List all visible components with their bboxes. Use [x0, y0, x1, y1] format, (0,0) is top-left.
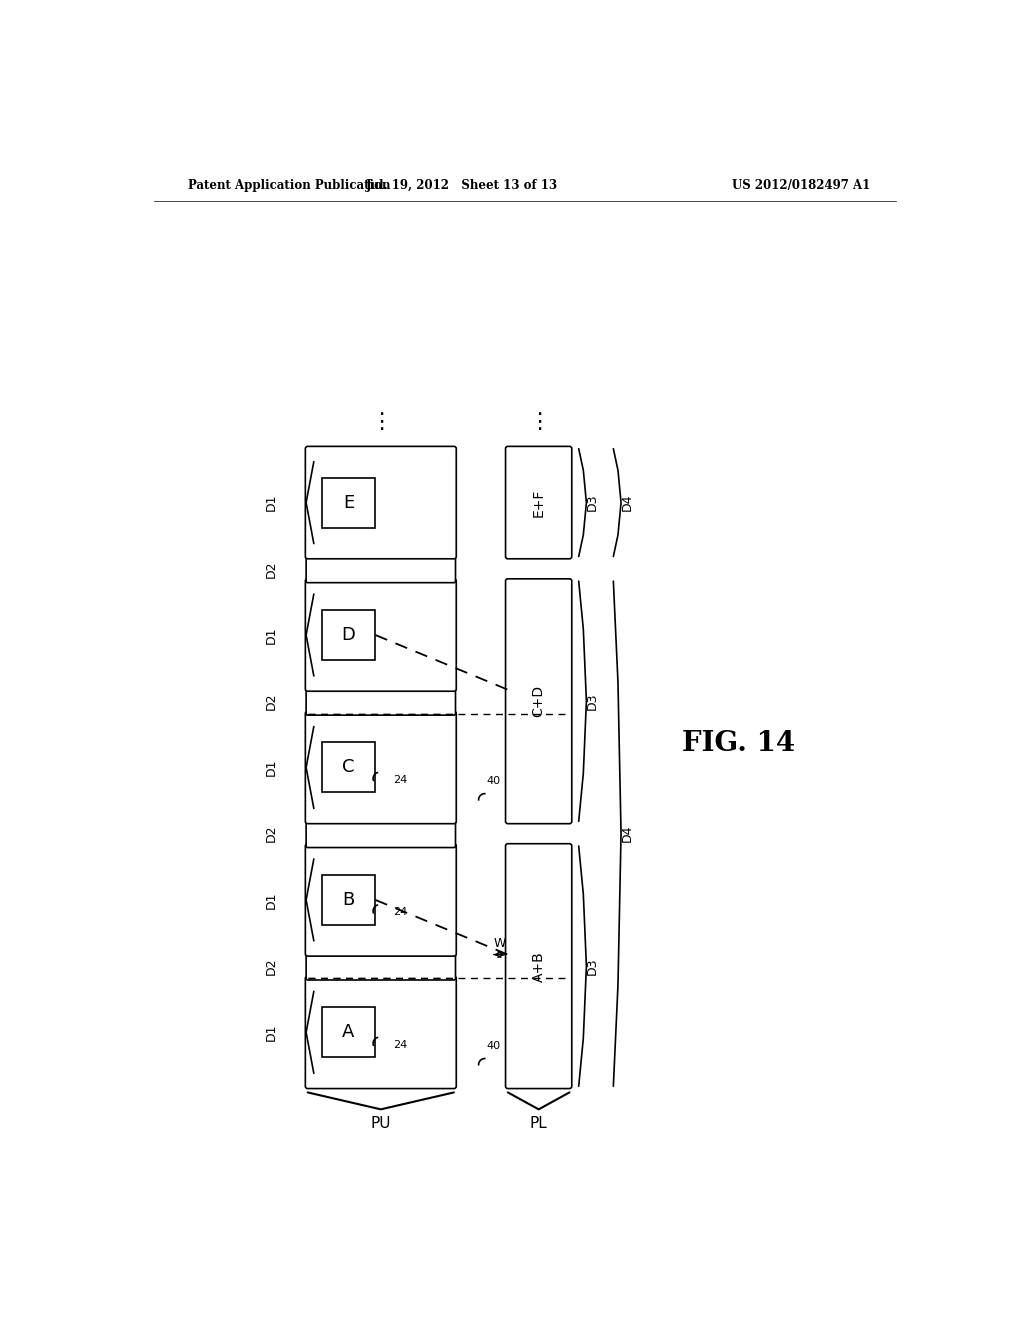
Text: D1: D1	[265, 1023, 278, 1041]
Text: Jul. 19, 2012   Sheet 13 of 13: Jul. 19, 2012 Sheet 13 of 13	[366, 178, 558, 191]
Bar	[322, 610, 376, 660]
FancyBboxPatch shape	[306, 688, 456, 715]
Text: E+F: E+F	[531, 488, 546, 516]
FancyBboxPatch shape	[305, 446, 457, 558]
Text: W: W	[494, 937, 506, 950]
FancyBboxPatch shape	[305, 579, 457, 692]
Bar	[322, 1007, 376, 1057]
Text: US 2012/0182497 A1: US 2012/0182497 A1	[731, 178, 869, 191]
Text: A+B: A+B	[531, 950, 546, 982]
Text: 40: 40	[486, 776, 501, 785]
Text: 24: 24	[393, 907, 408, 917]
Bar	[322, 742, 376, 792]
Text: D1: D1	[265, 494, 278, 511]
Text: A: A	[342, 1023, 354, 1041]
FancyBboxPatch shape	[305, 977, 457, 1089]
FancyBboxPatch shape	[506, 843, 571, 1089]
Text: D3: D3	[586, 494, 599, 511]
Bar	[322, 478, 376, 528]
Text: D2: D2	[265, 957, 278, 975]
Text: D1: D1	[265, 759, 278, 776]
Text: D3: D3	[586, 693, 599, 710]
FancyBboxPatch shape	[305, 711, 457, 824]
Text: B: B	[342, 891, 354, 909]
Text: D3: D3	[586, 957, 599, 975]
Text: D4: D4	[621, 825, 634, 842]
Text: PL: PL	[529, 1115, 548, 1130]
Text: 24: 24	[393, 1040, 408, 1049]
Text: D2: D2	[265, 560, 278, 578]
Text: D: D	[342, 626, 355, 644]
Text: C: C	[342, 759, 354, 776]
Text: D1: D1	[265, 891, 278, 908]
Text: E: E	[343, 494, 354, 512]
Text: FIG. 14: FIG. 14	[682, 730, 796, 758]
FancyBboxPatch shape	[306, 820, 456, 847]
Text: C+D: C+D	[531, 685, 546, 717]
Text: D4: D4	[621, 494, 634, 511]
Text: Patent Application Publication: Patent Application Publication	[188, 178, 391, 191]
Text: D2: D2	[265, 693, 278, 710]
FancyBboxPatch shape	[306, 554, 456, 582]
Text: ⋮: ⋮	[370, 412, 392, 432]
FancyBboxPatch shape	[305, 843, 457, 956]
FancyBboxPatch shape	[506, 579, 571, 824]
Text: PU: PU	[371, 1115, 391, 1130]
Bar	[322, 875, 376, 925]
Text: 40: 40	[486, 1041, 501, 1051]
FancyBboxPatch shape	[306, 952, 456, 979]
Text: D1: D1	[265, 626, 278, 644]
Text: D2: D2	[265, 825, 278, 842]
Text: ⋮: ⋮	[527, 412, 550, 432]
FancyBboxPatch shape	[506, 446, 571, 558]
Text: 24: 24	[393, 775, 408, 785]
